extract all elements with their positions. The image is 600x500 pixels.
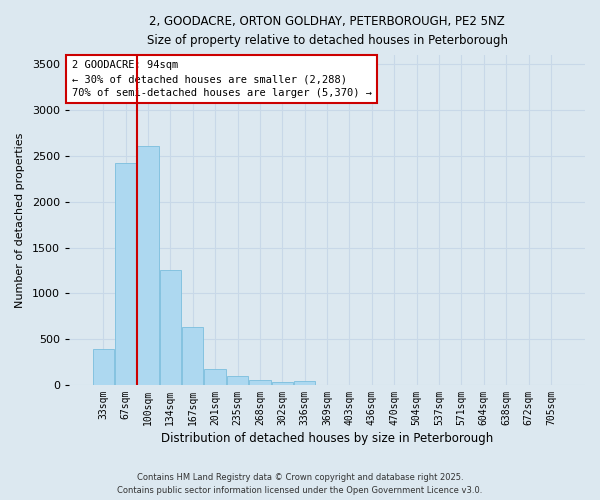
Y-axis label: Number of detached properties: Number of detached properties [15, 132, 25, 308]
Bar [272, 382, 293, 385]
Text: Contains HM Land Registry data © Crown copyright and database right 2025.
Contai: Contains HM Land Registry data © Crown c… [118, 474, 482, 495]
Bar [227, 376, 248, 385]
Title: 2, GOODACRE, ORTON GOLDHAY, PETERBOROUGH, PE2 5NZ
Size of property relative to d: 2, GOODACRE, ORTON GOLDHAY, PETERBOROUGH… [146, 15, 508, 47]
Bar [137, 146, 158, 385]
Bar [182, 327, 203, 385]
X-axis label: Distribution of detached houses by size in Peterborough: Distribution of detached houses by size … [161, 432, 493, 445]
Bar [160, 270, 181, 385]
Bar [92, 349, 114, 385]
Bar [115, 163, 136, 385]
Bar [294, 381, 315, 385]
Bar [205, 369, 226, 385]
Text: 2 GOODACRE: 94sqm
← 30% of detached houses are smaller (2,288)
70% of semi-detac: 2 GOODACRE: 94sqm ← 30% of detached hous… [71, 60, 371, 98]
Bar [249, 380, 271, 385]
